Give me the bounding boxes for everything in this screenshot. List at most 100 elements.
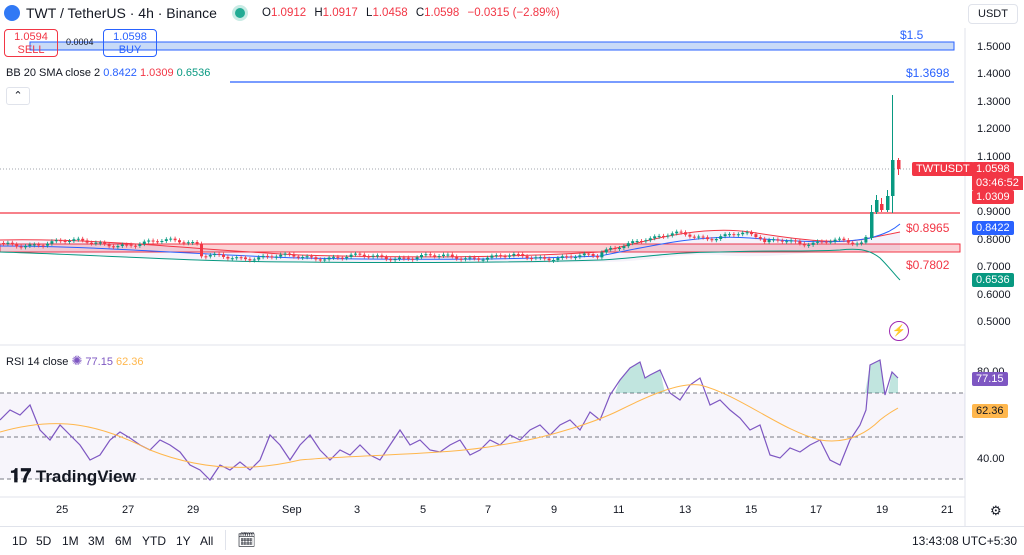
time-axis-label: 9 — [551, 504, 558, 516]
range-6m-button[interactable]: 6M — [115, 534, 132, 548]
candle — [688, 234, 692, 237]
price-axis-label: 0.9000 — [977, 206, 1011, 218]
lightning-icon[interactable]: ⚡ — [889, 321, 909, 341]
range-3m-button[interactable]: 3M — [88, 534, 105, 548]
candle — [349, 254, 353, 257]
candle — [640, 241, 643, 243]
symbol-logo-icon — [4, 5, 20, 21]
candle — [402, 257, 406, 259]
candle — [411, 258, 415, 260]
time-axis-label: 29 — [187, 504, 200, 516]
time-axis-label: 7 — [485, 504, 492, 516]
symbol-title[interactable]: TWT / TetherUS · 4h · Binance — [26, 5, 217, 21]
market-status-icon[interactable] — [235, 8, 245, 18]
candle — [327, 257, 331, 260]
ohlc-low: 1.0458 — [372, 7, 408, 19]
candle — [534, 257, 538, 259]
candle — [657, 235, 661, 237]
candle — [191, 242, 195, 244]
bottom-toolbar — [0, 526, 1024, 555]
candle — [552, 260, 555, 262]
level-label-1-5: $1.5 — [900, 28, 924, 42]
range-ytd-button[interactable]: YTD — [142, 534, 166, 548]
candle — [446, 254, 450, 256]
rsi-settings-icon[interactable]: ✺ — [71, 353, 83, 368]
rsi-line — [0, 359, 899, 481]
candle — [261, 255, 265, 258]
chart-settings-icon[interactable]: ⚙ — [990, 503, 1002, 518]
time-axis-label: 11 — [613, 504, 625, 516]
candle — [310, 256, 313, 258]
range-1m-button[interactable]: 1M — [62, 534, 79, 548]
time-axis-label: 19 — [876, 504, 889, 516]
candle — [842, 238, 846, 241]
candle — [169, 238, 173, 240]
candle — [626, 243, 630, 247]
candle — [248, 259, 252, 261]
candle — [486, 257, 489, 260]
candle — [516, 253, 520, 255]
candle — [314, 257, 318, 260]
candle — [173, 238, 177, 241]
candle — [477, 258, 481, 260]
candle — [305, 256, 309, 258]
candle — [833, 239, 837, 242]
candle — [618, 248, 621, 250]
candle — [675, 231, 679, 234]
bb-label: BB 20 SMA close 2 — [6, 67, 101, 79]
range-5d-button[interactable]: 5D — [36, 534, 52, 548]
buy-button[interactable]: 1.0598 BUY — [103, 29, 157, 57]
bb-mid-value: 0.8422 — [103, 67, 137, 79]
price-axis-label: 1.4000 — [977, 68, 1011, 80]
currency-button[interactable]: USDT — [968, 4, 1018, 24]
candle — [257, 257, 261, 260]
range-all-button[interactable]: All — [200, 534, 214, 548]
candle — [358, 253, 362, 255]
candle — [15, 244, 19, 247]
candle — [204, 256, 208, 258]
price-axis-label: 0.8000 — [977, 234, 1011, 246]
bb-legend[interactable]: BB 20 SMA close 2 0.8422 1.0309 0.6536 — [6, 67, 210, 79]
candle — [684, 232, 687, 235]
range-1y-button[interactable]: 1Y — [176, 534, 191, 548]
level-label-0-7802: $0.7802 — [906, 258, 950, 272]
candle — [292, 254, 296, 257]
candle — [367, 256, 371, 258]
sell-button[interactable]: 1.0594 SELL — [4, 29, 58, 57]
candle — [574, 257, 577, 259]
candle — [816, 241, 819, 243]
candle — [362, 254, 366, 257]
candle — [428, 254, 432, 256]
candle — [732, 234, 736, 236]
candle — [336, 256, 340, 258]
candle — [398, 257, 401, 260]
candle — [644, 240, 648, 242]
clock[interactable]: 13:43:08 UTC+5:30 — [912, 534, 1018, 548]
candle — [24, 246, 27, 248]
range-1d-button[interactable]: 1D — [12, 534, 28, 548]
rsi-legend[interactable]: RSI 14 close ✺ 77.15 62.36 — [6, 353, 144, 369]
candle — [855, 243, 859, 245]
candle — [129, 244, 133, 246]
candle — [679, 231, 683, 233]
level-label-0-8965: $0.8965 — [906, 221, 950, 235]
ohlc-open: 1.0912 — [270, 7, 307, 19]
candle — [481, 259, 485, 261]
candle — [556, 257, 560, 261]
candle — [875, 200, 879, 212]
candle — [178, 240, 181, 243]
candle — [719, 236, 723, 239]
date-range-icon[interactable]: 🗓 — [237, 532, 257, 549]
candle — [829, 241, 833, 243]
tradingview-logo[interactable]: 𝟏𝟕 TradingView — [10, 466, 136, 488]
candle — [798, 241, 802, 244]
collapse-legend-button[interactable]: ⌃ — [6, 87, 30, 105]
candle — [631, 241, 635, 244]
candle — [525, 256, 529, 259]
candle — [134, 245, 137, 247]
candle — [371, 255, 375, 257]
candle — [235, 257, 239, 259]
candle — [785, 241, 789, 243]
candle — [736, 234, 740, 236]
